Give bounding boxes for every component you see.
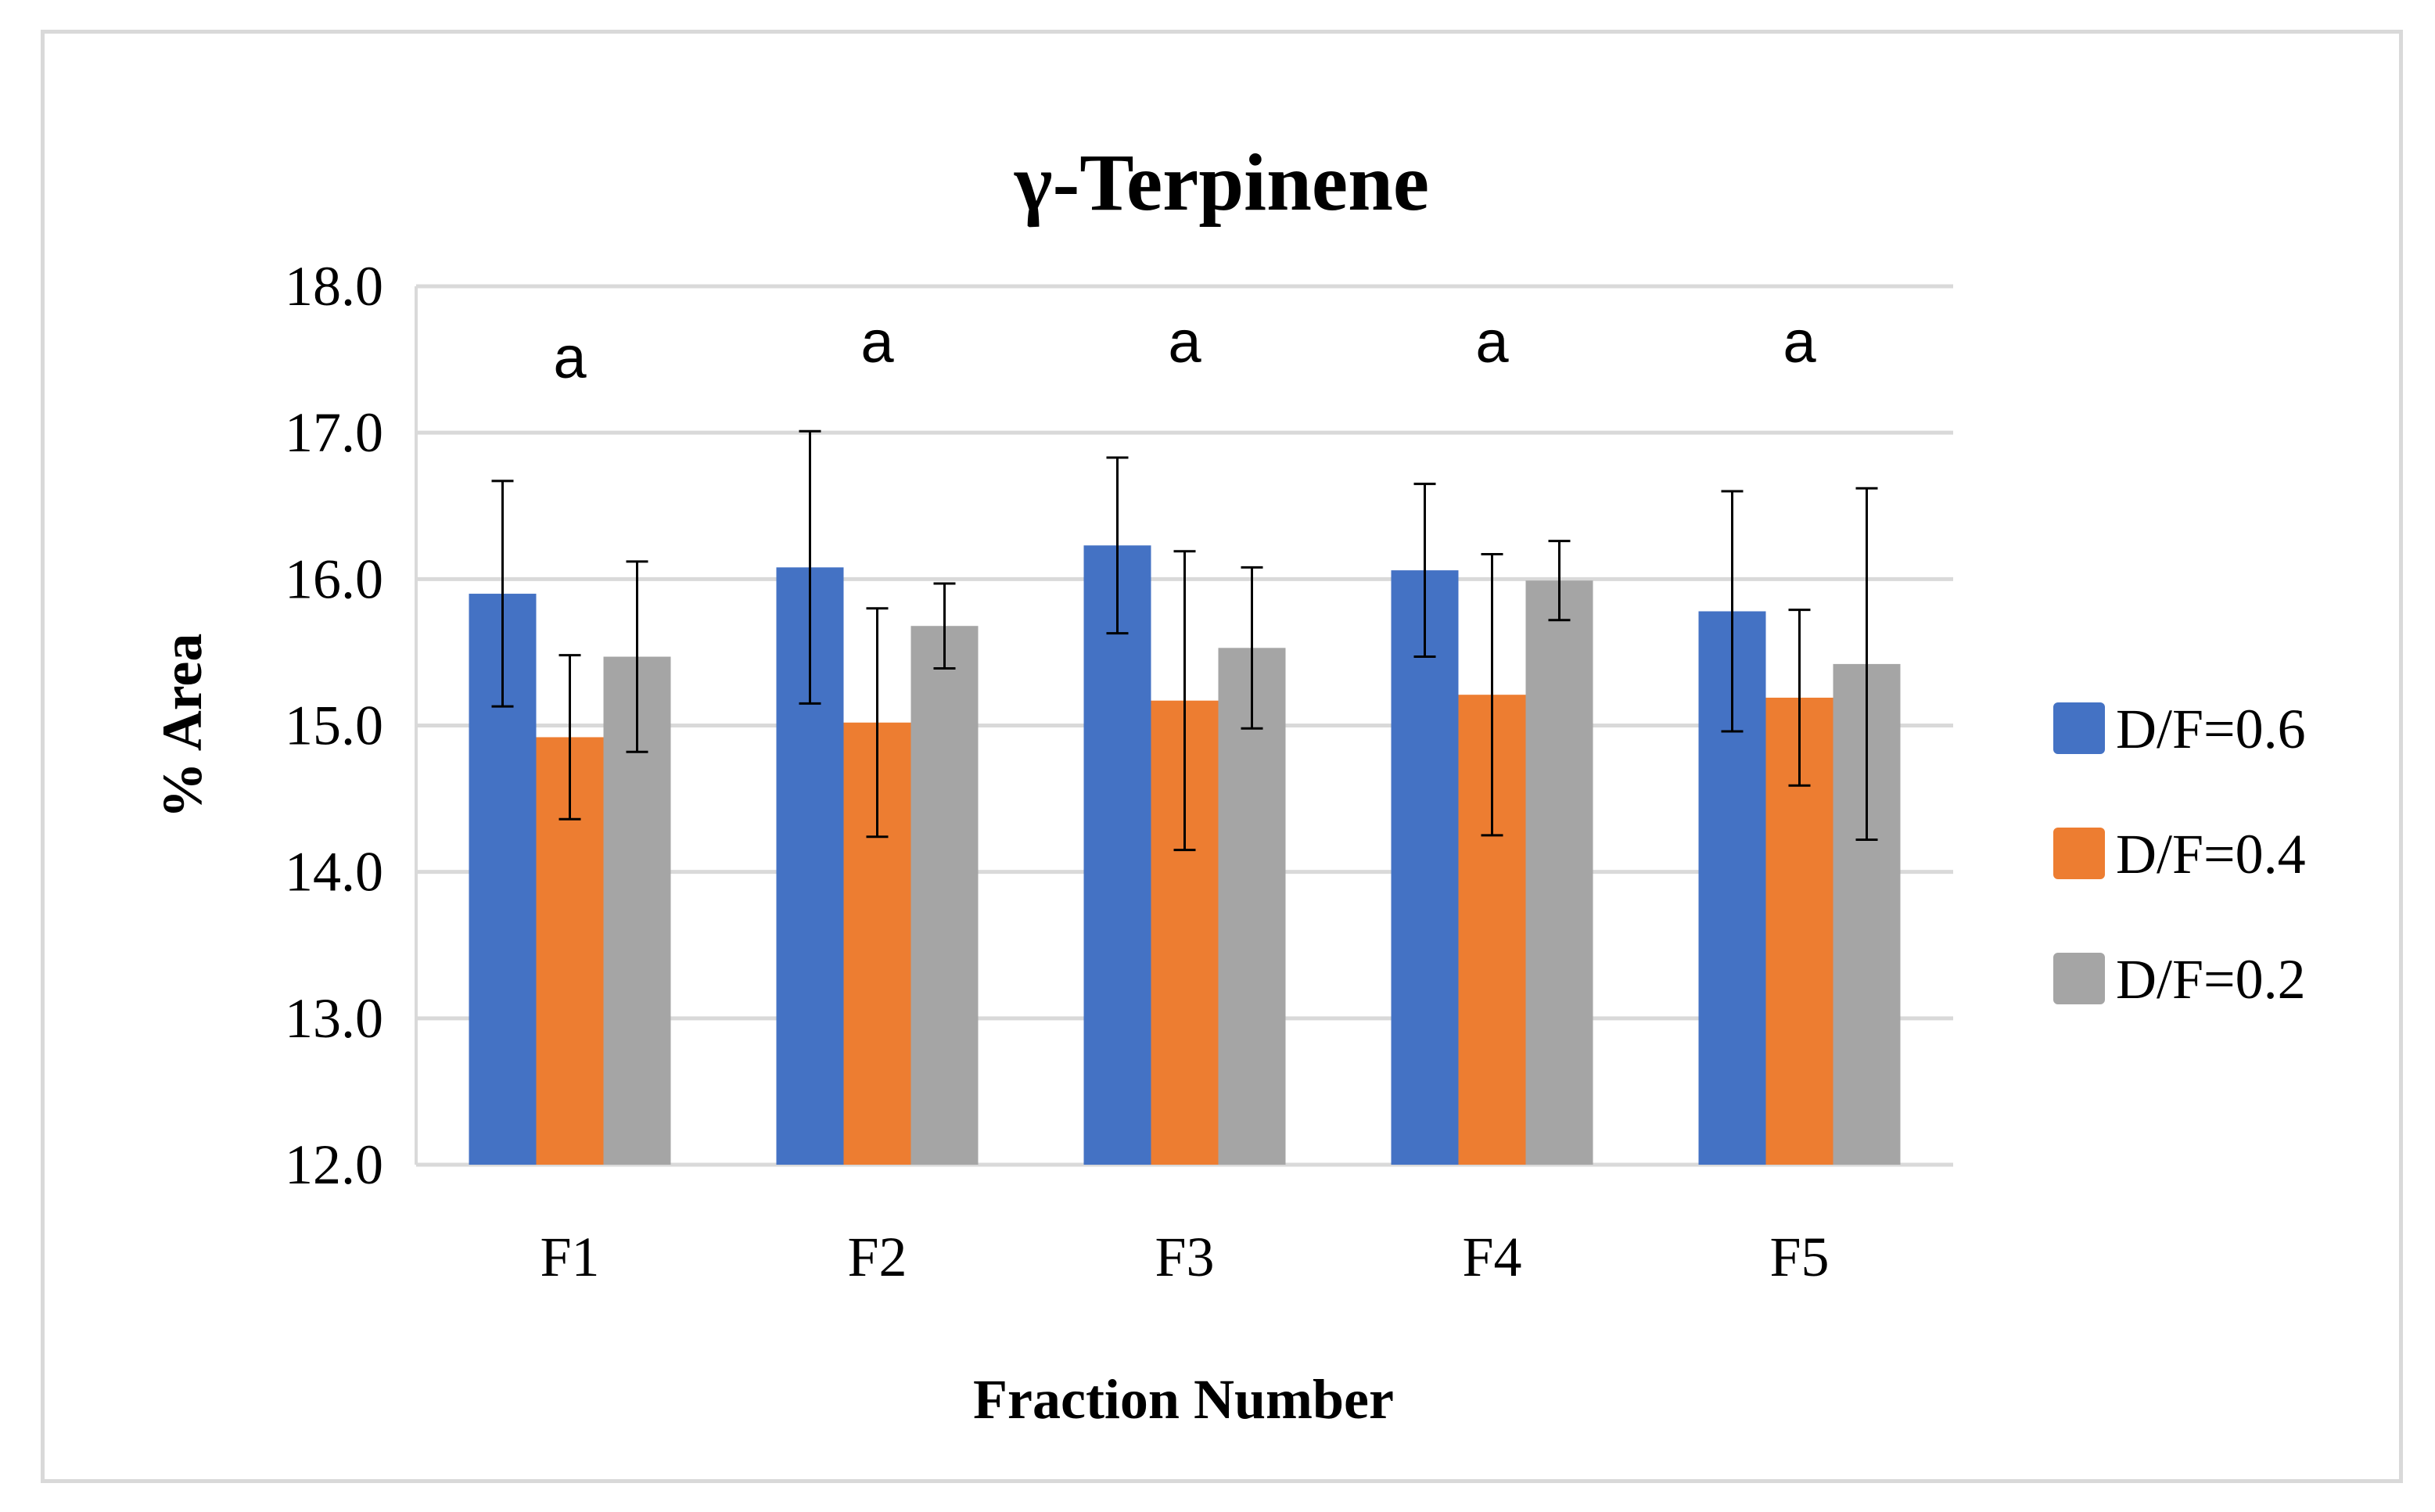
legend-swatch [2053, 702, 2105, 754]
x-tick-label: F2 [847, 1226, 907, 1288]
x-tick-label: F1 [540, 1226, 599, 1288]
bar-f3-series-3 [1218, 648, 1286, 1165]
y-tick-label: 16.0 [285, 548, 383, 610]
chart-title: γ-Terpinene [1014, 138, 1429, 228]
legend-label: D/F=0.2 [2116, 948, 2306, 1011]
chart-canvas: γ-Terpinene a a a a a 12.0 13.0 14.0 15.0 16.0 17… [151, 138, 2306, 1431]
y-tick-label: 12.0 [285, 1133, 383, 1196]
y-axis-label: % Area [151, 634, 214, 819]
bar-f4-series-3 [1525, 580, 1593, 1165]
legend-label: D/F=0.6 [2116, 698, 2306, 760]
legend-label: D/F=0.4 [2116, 823, 2306, 885]
legend-swatch [2053, 828, 2105, 879]
y-axis-ticks: 12.0 13.0 14.0 15.0 16.0 17.0 18.0 [285, 255, 383, 1196]
y-tick-label: 14.0 [285, 841, 383, 903]
significance-letter: a [1783, 309, 1816, 375]
y-tick-label: 13.0 [285, 987, 383, 1050]
y-tick-label: 18.0 [285, 255, 383, 318]
x-axis-label: Fraction Number [973, 1368, 1394, 1431]
bar-f3-series-1 [1083, 545, 1151, 1165]
x-tick-label: F4 [1462, 1226, 1521, 1288]
chart-frame: γ-Terpinene a a a a a 12.0 13.0 14.0 15.0 16.0 17… [41, 30, 2403, 1483]
legend: D/F=0.6 D/F=0.4 D/F=0.2 [2053, 698, 2306, 1011]
legend-swatch [2053, 953, 2105, 1004]
y-tick-label: 17.0 [285, 401, 383, 464]
error-bars [491, 429, 1878, 852]
significance-letter: a [553, 325, 587, 391]
y-tick-label: 15.0 [285, 695, 383, 757]
significance-letter: a [1168, 309, 1201, 375]
x-axis-ticks: F1 F2 F3 F4 F5 [540, 1226, 1829, 1288]
significance-letter: a [1475, 309, 1509, 375]
bar-f2-series-3 [910, 626, 979, 1165]
bar-f4-series-1 [1391, 570, 1459, 1165]
x-tick-label: F3 [1155, 1226, 1214, 1288]
significance-letter: a [860, 309, 894, 375]
x-tick-label: F5 [1769, 1226, 1829, 1288]
